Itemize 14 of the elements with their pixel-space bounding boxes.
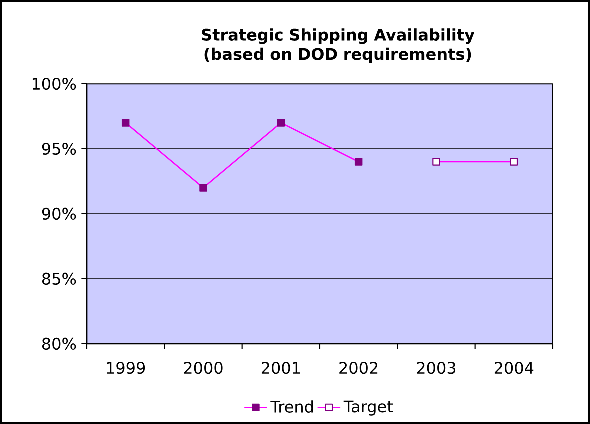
x-tick-label: 1999 <box>107 362 146 374</box>
x-tick-label: 2002 <box>340 362 378 374</box>
y-tick-label: 100% <box>32 78 76 90</box>
x-tick-label: 2001 <box>262 362 300 374</box>
y-tick-label: 95% <box>42 142 76 156</box>
x-tick-label: 2003 <box>417 362 456 374</box>
legend-label: Target <box>344 400 394 416</box>
y-tick-label: 85% <box>42 272 76 286</box>
x-tick-label: 2000 <box>184 362 223 374</box>
legend-label: Trend <box>270 400 314 413</box>
y-tick-label: 90% <box>42 208 76 220</box>
x-tick-label: 2004 <box>494 362 534 374</box>
chart-title: Strategic Shipping Availability (based on DOD requirements) <box>202 28 475 64</box>
y-tick-label: 80% <box>42 338 76 350</box>
